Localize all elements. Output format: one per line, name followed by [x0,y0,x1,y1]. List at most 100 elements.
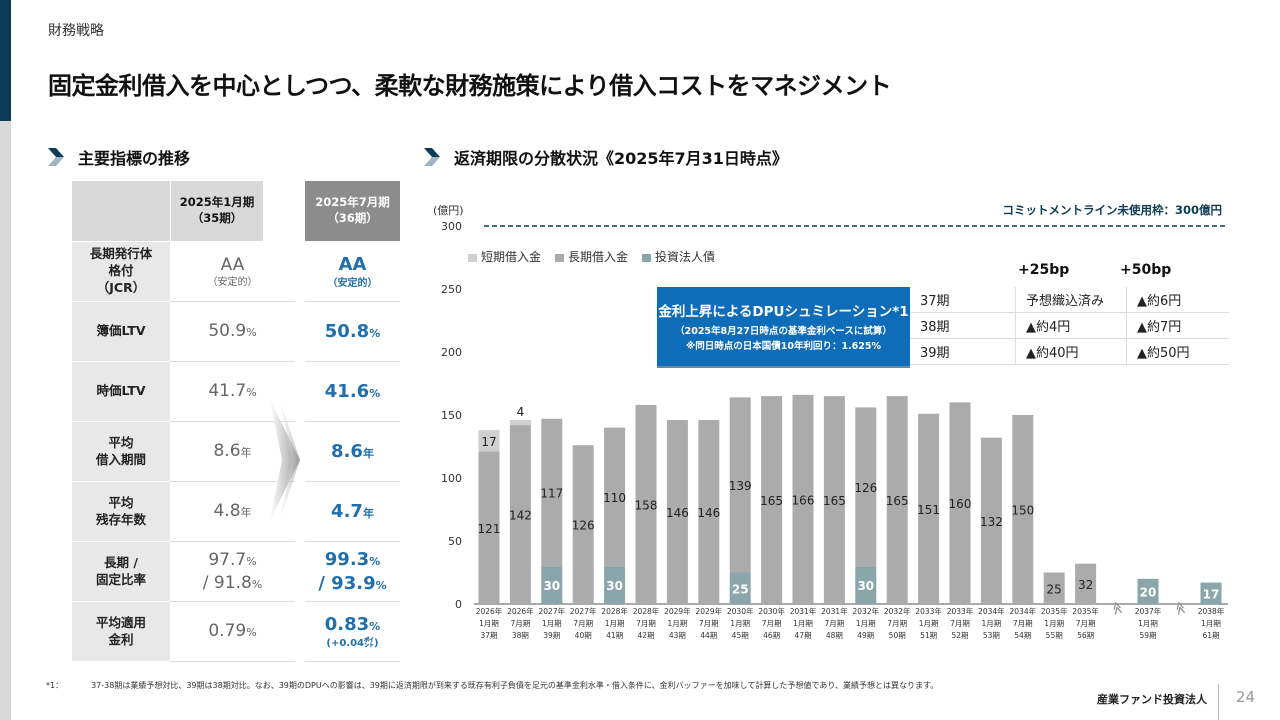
bar-segment [509,420,531,426]
x-tick-label: 1月期 [730,619,750,628]
y-tick-label: 200 [441,346,462,359]
legend-label: 長期借入金 [568,250,629,264]
kpi-cur-value: AA （安定的） [305,242,400,302]
kpi-label-line: 格付 [108,263,134,279]
accent-bar-lower [0,121,11,720]
x-tick-label: 61期 [1202,631,1219,640]
value: 8.6 [331,440,363,462]
kpi-cur-value: 50.8% [305,302,400,362]
sim-title: 金利上昇によるDPUシュミレーション*1 [658,304,909,320]
legend-bonds: 投資法人債 [642,248,715,265]
unit: % [369,326,381,340]
x-tick-label: 2031年 [790,606,817,616]
right-heading-text: 返済期限の分散状況《2025年7月31日時点》 [454,149,788,168]
kpi-row-label: 長期 / 固定比率 [72,542,170,602]
left-heading-text: 主要指標の推移 [78,149,191,168]
x-tick-label: 7月期 [699,619,719,628]
kpi-cur-value: 0.83% (+0.04㌽) [305,602,400,662]
bar-segment [729,397,751,573]
x-tick-label: 7月期 [887,619,907,628]
x-tick-label: 1月期 [605,619,625,628]
unit: % [369,620,381,634]
kpi-label-line: 金利 [108,631,134,647]
page-title: 固定金利借入を中心としつつ、柔軟な財務施策により借入コストをマネジメント [48,72,892,100]
kpi-label-line: 平均適用 [95,614,146,630]
x-tick-label: 46期 [763,631,780,640]
x-tick-label: 1月期 [856,619,876,628]
data-label: 158 [635,498,658,512]
data-label: 17 [481,435,496,449]
value-note: (+0.04㌽) [326,637,379,649]
bar-segment [855,407,877,567]
data-label: 17 [1203,587,1220,601]
legend-long-term: 長期借入金 [555,248,628,265]
cur-period: 2025年7月期 [315,195,390,210]
value: 4.7 [331,500,363,522]
kpi-prev-value: 8.6年 [170,422,295,482]
x-tick-label: 2027年 [539,606,566,616]
data-label: 25 [1047,582,1062,596]
y-axis-unit: (億円) [433,204,464,217]
x-tick-label: 54期 [1014,631,1031,640]
y-tick-label: 300 [441,220,462,233]
x-tick-label: 2028年 [633,606,660,616]
unit: % [246,386,257,400]
kpi-label-line: 平均 [108,494,134,510]
data-label: 25 [732,582,749,596]
value: 0.79 [208,621,247,642]
kpi-header-prev: 2025年1月期 （35期） [171,181,263,241]
x-tick-label: 7月期 [950,619,970,628]
left-heading: 主要指標の推移 [48,145,190,169]
x-tick-label: 44期 [700,631,717,640]
data-label: 110 [603,491,626,505]
kpi-row-label: 簿価LTV [72,302,170,362]
value: AA [338,254,367,276]
sim-50bp: ▲約7円 [1126,312,1229,339]
bar-segment [949,402,971,604]
dpu-simulation-box: 金利上昇によるDPUシュミレーション*1 （2025年8月27日時点の基準金利ベ… [657,287,910,368]
axis-break-icon: ≪ [1108,600,1126,617]
kpi-row-label: 平均 残存年数 [72,482,170,542]
data-label: 150 [1011,504,1034,518]
value: 50.8 [324,320,370,342]
data-label: 160 [949,497,972,511]
x-tick-label: 7月期 [1013,619,1033,628]
x-tick-label: 2031年 [821,606,848,616]
kpi-header-cur: 2025年7月期 （36期） [305,181,400,241]
x-tick-label: 55期 [1046,631,1063,640]
kpi-label-line: （JCR） [96,279,146,295]
accent-bar [0,0,11,121]
kpi-prev-value: 41.7% [170,362,295,422]
chevron-right-icon [48,148,64,166]
unit-2: % [375,578,387,592]
legend-swatch [555,253,565,262]
right-heading: 返済期限の分散状況《2025年7月31日時点》 [424,145,788,169]
kpi-label-line: 残存年数 [95,511,146,527]
page-number: 24 [1236,688,1256,706]
x-tick-label: 56期 [1077,631,1094,640]
kpi-label-line: 平均 [108,434,134,450]
x-tick-label: 2037年 [1135,606,1162,616]
data-label: 165 [886,494,909,508]
data-label: 146 [697,506,720,520]
arrow-right-icon [270,400,300,520]
bar-segment [541,418,563,567]
x-tick-label: 51期 [920,631,937,640]
bar-segment [478,430,500,452]
x-tick-label: 2033年 [915,606,942,616]
legend-swatch [642,253,652,262]
bar-segment [666,420,688,604]
bar-segment [855,566,877,604]
data-label: 32 [1078,578,1093,592]
x-tick-label: 49期 [857,631,874,640]
prev-term: （35期） [191,211,243,225]
data-label: 165 [760,494,783,508]
bar-segment [1012,415,1034,604]
sim-period: 38期 [910,312,1016,339]
x-tick-label: 2033年 [947,606,974,616]
bar-segment [698,420,720,604]
sim-header-50bp: +50bp [1120,262,1172,278]
y-tick-label: 250 [441,283,462,296]
data-label: 166 [792,493,815,507]
x-tick-label: 1月期 [1044,619,1064,628]
